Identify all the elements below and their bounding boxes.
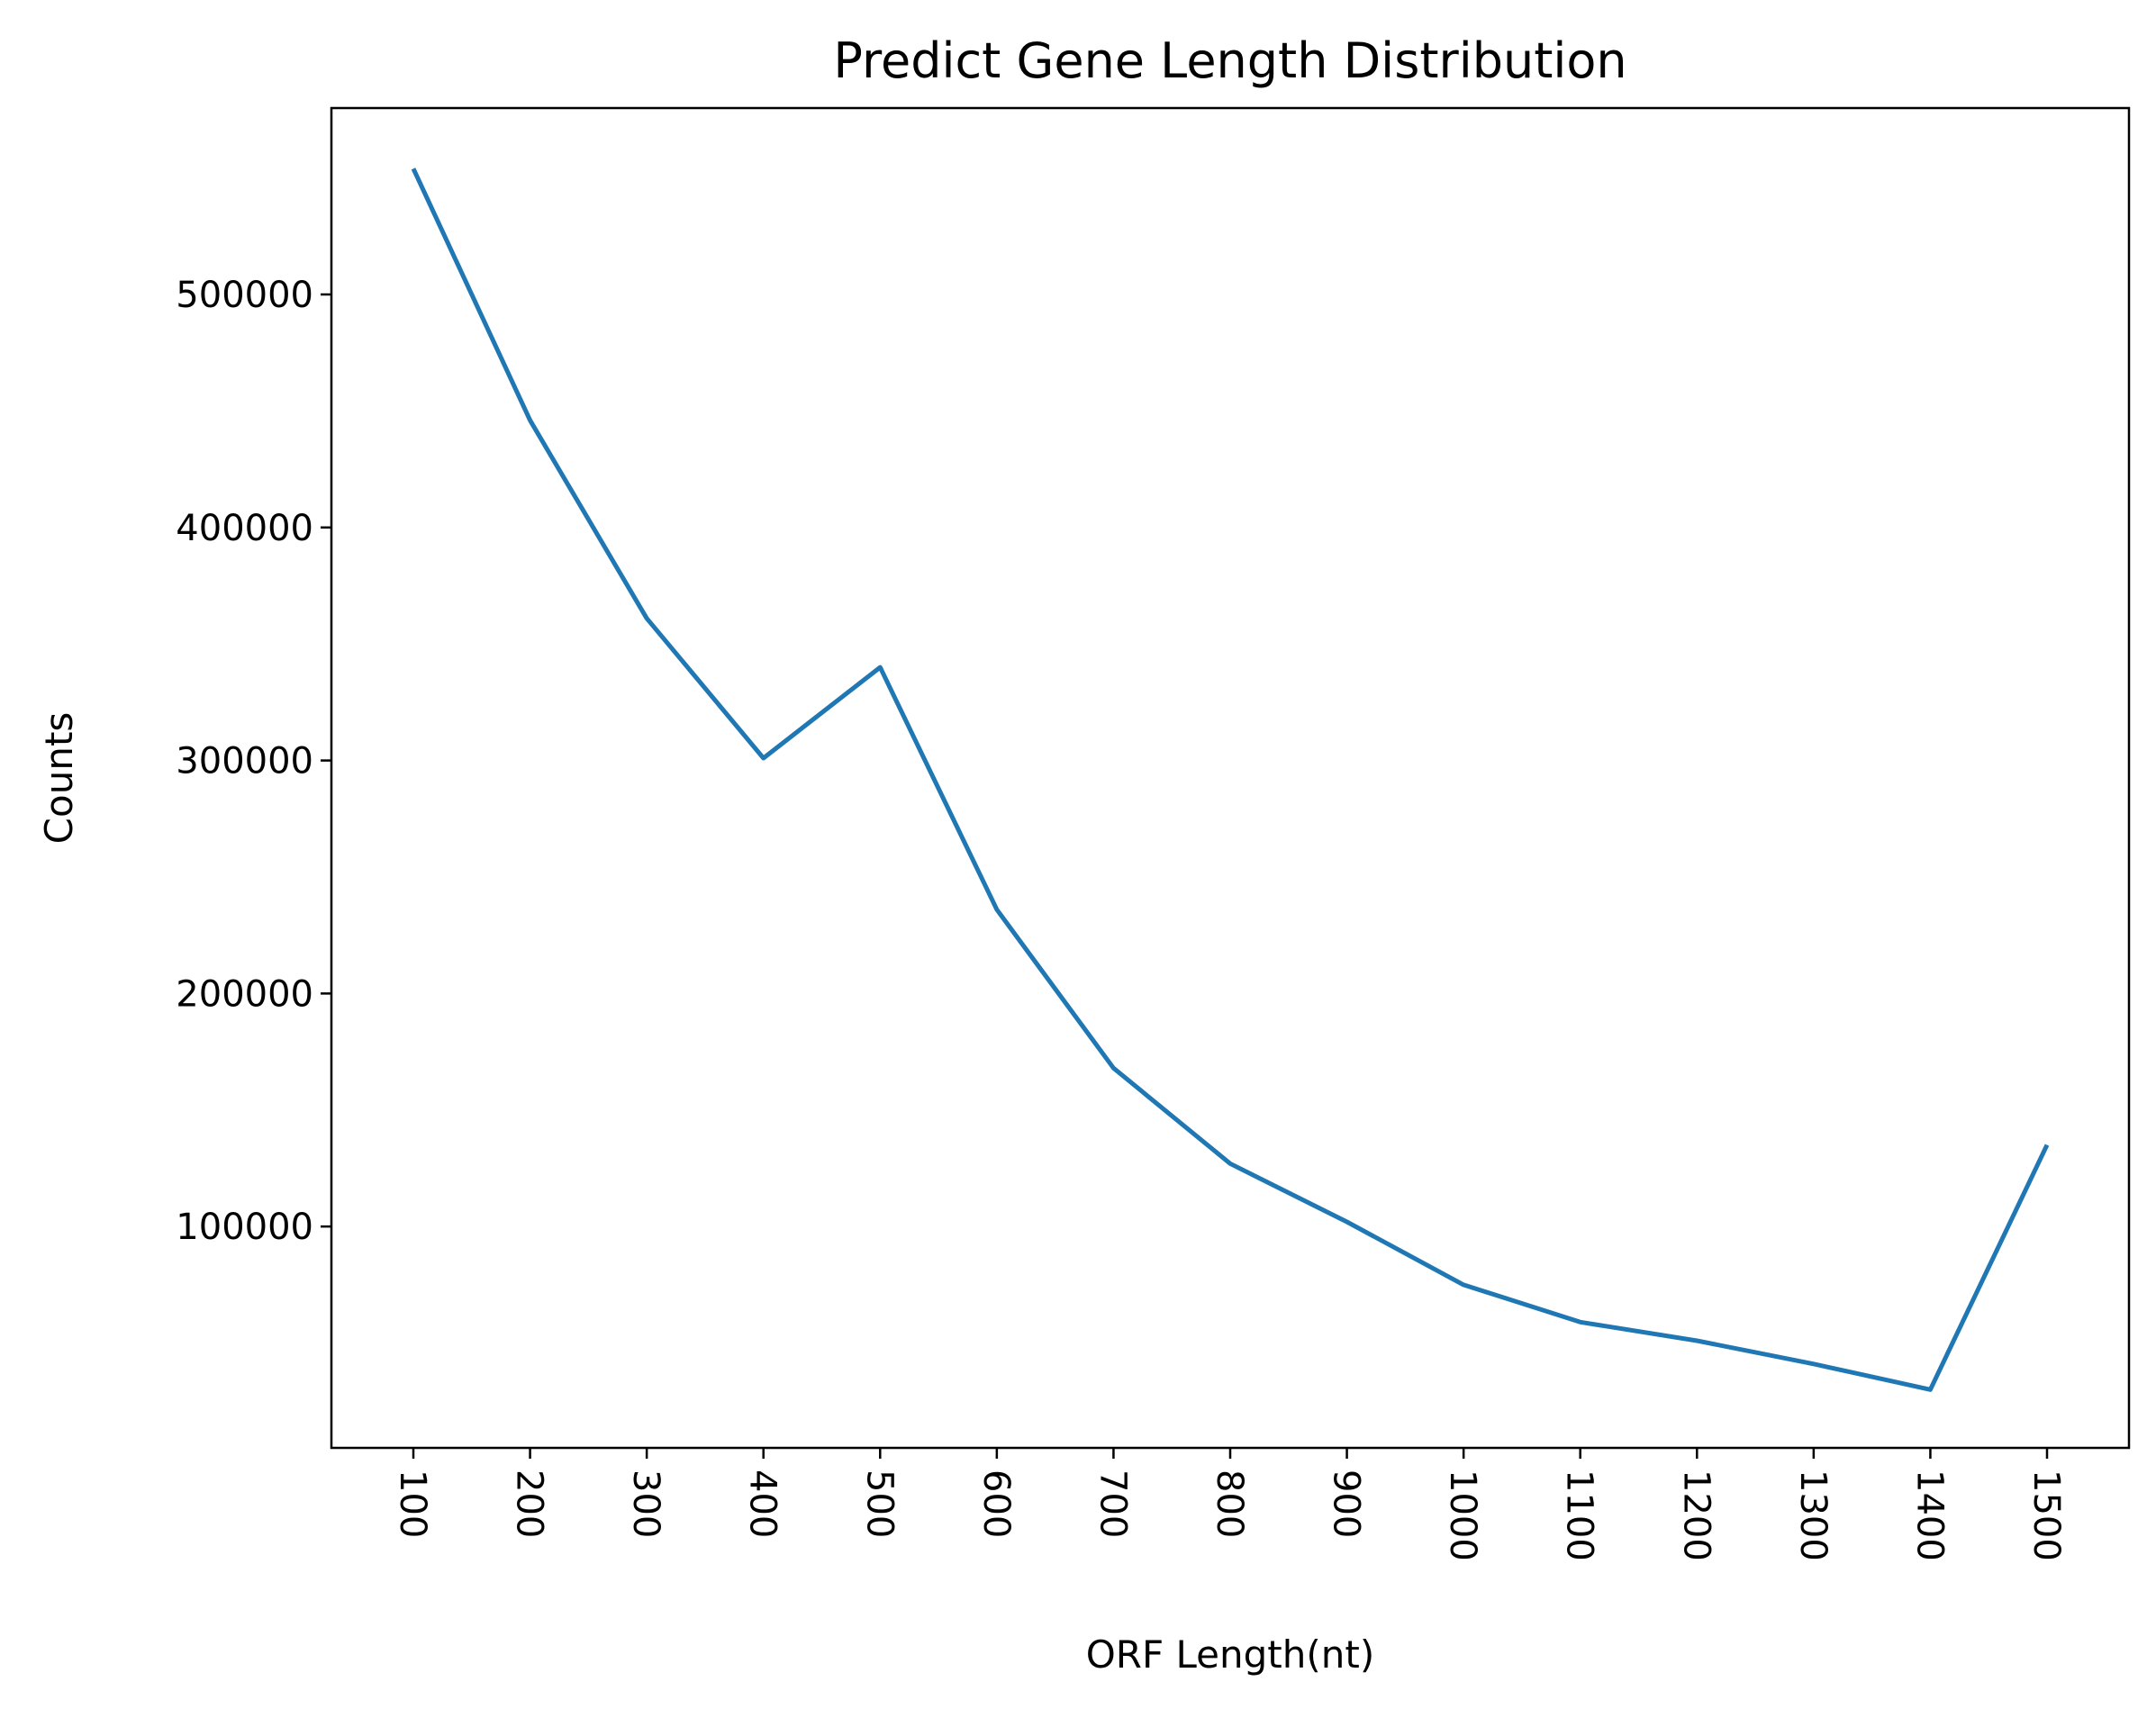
x-tick-label: 1500: [2025, 1469, 2067, 1561]
x-tick-label: 500: [858, 1469, 900, 1538]
x-tick-label: 1300: [1792, 1469, 1834, 1561]
x-tick-label: 200: [509, 1469, 550, 1538]
series-line: [411, 167, 2050, 1392]
x-tick-label: 800: [1209, 1469, 1250, 1538]
x-tick-label: 1000: [1442, 1469, 1483, 1561]
x-tick-label: 1400: [1908, 1469, 1950, 1561]
series-group: [411, 167, 2050, 1392]
x-tick-label: 100: [392, 1469, 433, 1538]
x-tick-label: 900: [1326, 1469, 1367, 1538]
chart-title: Predict Gene Length Distribution: [833, 32, 1626, 89]
x-tick-label: 400: [742, 1469, 784, 1538]
x-axis-label: ORF Length(nt): [1086, 1632, 1374, 1677]
x-tick-label: 700: [1092, 1469, 1133, 1538]
plot-frame: [330, 106, 2131, 1450]
y-tick-label: 100000: [176, 1207, 313, 1248]
y-axis: 100000 200000 300000 400000 500000: [176, 275, 331, 1248]
x-axis: 100 200 300 400 500 600 700 800 900 1000 1100 1200 1…: [392, 1448, 2067, 1561]
y-tick-label: 400000: [176, 508, 313, 549]
y-tick-label: 200000: [176, 973, 313, 1015]
x-tick-label: 1200: [1675, 1469, 1717, 1561]
x-tick-label: 300: [625, 1469, 666, 1538]
x-tick-label: 600: [975, 1469, 1017, 1538]
x-tick-label: 1100: [1559, 1469, 1600, 1561]
y-tick-label: 500000: [176, 275, 313, 316]
y-tick-label: 300000: [176, 741, 313, 782]
y-axis-label: Counts: [37, 712, 81, 845]
